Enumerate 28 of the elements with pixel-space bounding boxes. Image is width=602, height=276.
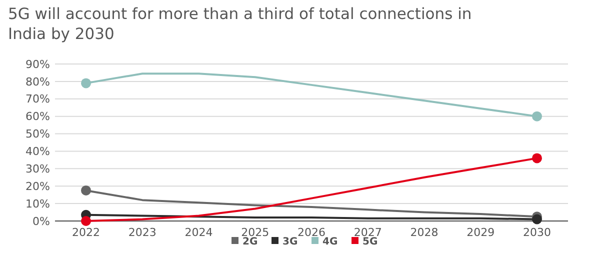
- y-tick-label: 50%: [26, 128, 50, 141]
- x-tick-label: 2022: [72, 226, 100, 239]
- chart-title: 5G will account for more than a third of total connections in India by 2030: [8, 5, 472, 43]
- y-tick-label: 10%: [26, 197, 50, 210]
- y-tick-label: 20%: [26, 180, 50, 193]
- point: [81, 185, 92, 196]
- x-tick-label: 2023: [128, 226, 156, 239]
- point: [532, 111, 542, 122]
- y-tick-label: 30%: [26, 162, 50, 176]
- y-tick-label: 80%: [26, 75, 50, 88]
- x-tick-label: 2030: [522, 226, 551, 239]
- legend-label: 4G: [322, 236, 338, 248]
- y-tick-label: 0%: [32, 214, 50, 228]
- x-tick-label: 2024: [184, 226, 213, 239]
- legend-label: 3G: [282, 236, 298, 248]
- x-tick-label: 2029: [466, 226, 495, 239]
- legend-label: 2G: [242, 236, 258, 248]
- point: [532, 153, 542, 164]
- point: [81, 216, 92, 226]
- legend-label: 5G: [362, 236, 378, 248]
- y-tick-label: 40%: [26, 145, 50, 158]
- y-tick-label: 60%: [26, 110, 50, 124]
- point: [81, 78, 92, 88]
- x-tick-label: 2026: [298, 226, 326, 239]
- point: [532, 214, 542, 224]
- y-tick-label: 70%: [26, 92, 50, 106]
- x-tick-label: 2028: [410, 226, 438, 239]
- y-tick-label: 90%: [26, 58, 50, 71]
